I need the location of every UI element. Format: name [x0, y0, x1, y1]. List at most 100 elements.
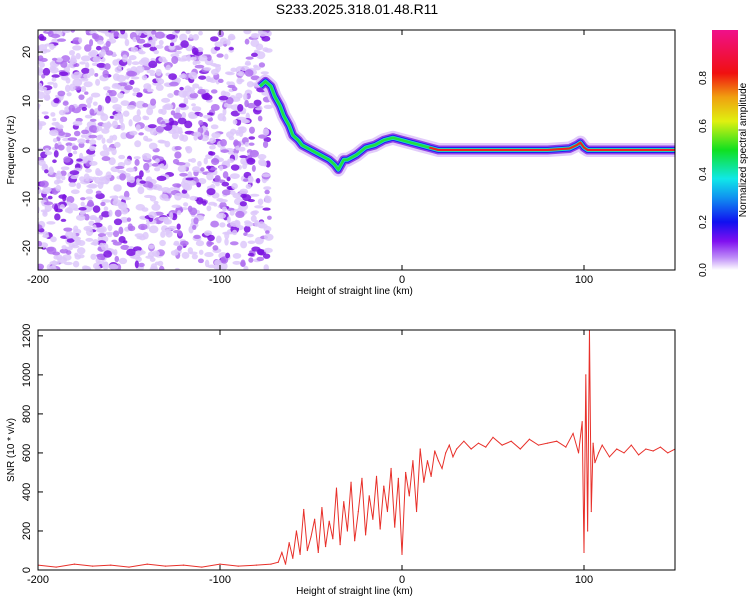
snr-panel: -200 -100 0 100020040060080010001200Height …	[6, 324, 676, 597]
snr-point	[350, 481, 352, 483]
noise-blob	[219, 37, 228, 45]
noise-blob	[237, 126, 245, 131]
noise-blob	[44, 151, 53, 156]
noise-blob	[80, 85, 87, 93]
noise-blob	[80, 156, 89, 164]
noise-blob	[211, 157, 220, 166]
noise-blob	[157, 164, 163, 169]
noise-blob	[65, 230, 74, 239]
snr-point	[456, 448, 458, 450]
snr-point	[390, 467, 392, 470]
noise-blob	[128, 55, 137, 61]
noise-blob	[260, 71, 269, 75]
noise-blob	[248, 136, 256, 140]
noise-blob	[88, 96, 94, 101]
noise-blob	[70, 175, 79, 180]
noise-blob	[88, 68, 95, 76]
noise-blob	[229, 241, 239, 246]
noise-blob	[88, 125, 97, 133]
noise-blob	[38, 91, 46, 100]
noise-blob	[103, 206, 109, 212]
figure-title: S233.2025.318.01.48.R11	[276, 1, 439, 17]
noise-blob	[223, 102, 229, 108]
noise-blob	[118, 154, 126, 160]
noise-blob	[188, 113, 198, 120]
snr-point	[357, 510, 359, 513]
noise-blob	[62, 100, 69, 106]
y-tick-label: 200	[21, 522, 33, 540]
noise-blob	[189, 92, 199, 99]
noise-blob	[61, 245, 67, 250]
noise-blob	[62, 254, 72, 261]
noise-blob	[214, 46, 221, 51]
noise-blob	[118, 202, 128, 211]
noise-blob	[209, 137, 217, 144]
noise-blob	[106, 138, 113, 144]
noise-blob	[178, 103, 187, 108]
snr-point	[492, 436, 494, 438]
noise-blob	[249, 149, 259, 158]
noise-blob	[253, 66, 261, 71]
noise-blob	[138, 59, 149, 66]
noise-blob	[78, 77, 89, 82]
noise-blob	[195, 60, 201, 64]
noise-blob	[210, 220, 220, 228]
noise-blob	[52, 159, 57, 164]
noise-blob	[198, 119, 204, 126]
noise-blob	[59, 248, 69, 254]
noise-blob	[232, 252, 242, 259]
y-tick-label: 600	[21, 444, 33, 462]
noise-blob	[179, 33, 188, 42]
noise-blob	[138, 262, 145, 268]
noise-blob	[215, 181, 220, 187]
y-tick-label: 0	[21, 147, 33, 153]
snr-point	[73, 563, 75, 565]
noise-blob	[232, 229, 238, 236]
noise-blob	[114, 255, 120, 263]
snr-point	[303, 508, 305, 511]
y-tick-label: -20	[21, 240, 33, 256]
noise-blob	[183, 183, 193, 191]
noise-blob	[73, 130, 81, 137]
noise-blob	[81, 106, 87, 112]
snr-point	[324, 545, 327, 548]
noise-blob	[147, 41, 156, 45]
noise-blob	[80, 55, 91, 62]
noise-blob	[177, 117, 187, 125]
noise-blob	[63, 227, 73, 232]
x-tick-label: 100	[575, 574, 593, 586]
y-axis-label: Frequency (Hz)	[6, 116, 17, 185]
noise-blob	[244, 221, 254, 227]
noise-blob	[38, 55, 44, 62]
snr-point	[565, 446, 567, 448]
snr-point	[585, 374, 587, 376]
x-axis-label: Height of straight line (km)	[296, 286, 413, 297]
noise-blob	[197, 258, 204, 264]
snr-point	[412, 460, 414, 462]
noise-blob	[225, 252, 231, 259]
x-tick-label: -100	[209, 574, 231, 586]
noise-blob	[130, 76, 140, 80]
noise-blob	[113, 184, 122, 192]
noise-blob	[192, 166, 201, 173]
noise-blob	[212, 245, 219, 251]
noise-blob	[68, 182, 77, 188]
noise-blob	[180, 40, 189, 48]
snr-point	[547, 442, 549, 444]
noise-blob	[258, 62, 266, 68]
noise-blob	[206, 205, 212, 212]
noise-blob	[154, 158, 160, 164]
y-tick-label: 400	[21, 483, 33, 501]
snr-point	[623, 452, 625, 454]
noise-blob	[128, 119, 133, 127]
noise-blob	[165, 64, 171, 71]
snr-point	[354, 540, 356, 542]
noise-blob	[135, 65, 145, 73]
noise-blob	[127, 58, 132, 66]
noise-blob	[198, 86, 203, 90]
noise-blob	[229, 173, 240, 179]
snr-point	[434, 450, 436, 452]
noise-blob	[49, 129, 59, 136]
noise-blob	[227, 35, 236, 41]
noise-blob	[168, 44, 176, 51]
